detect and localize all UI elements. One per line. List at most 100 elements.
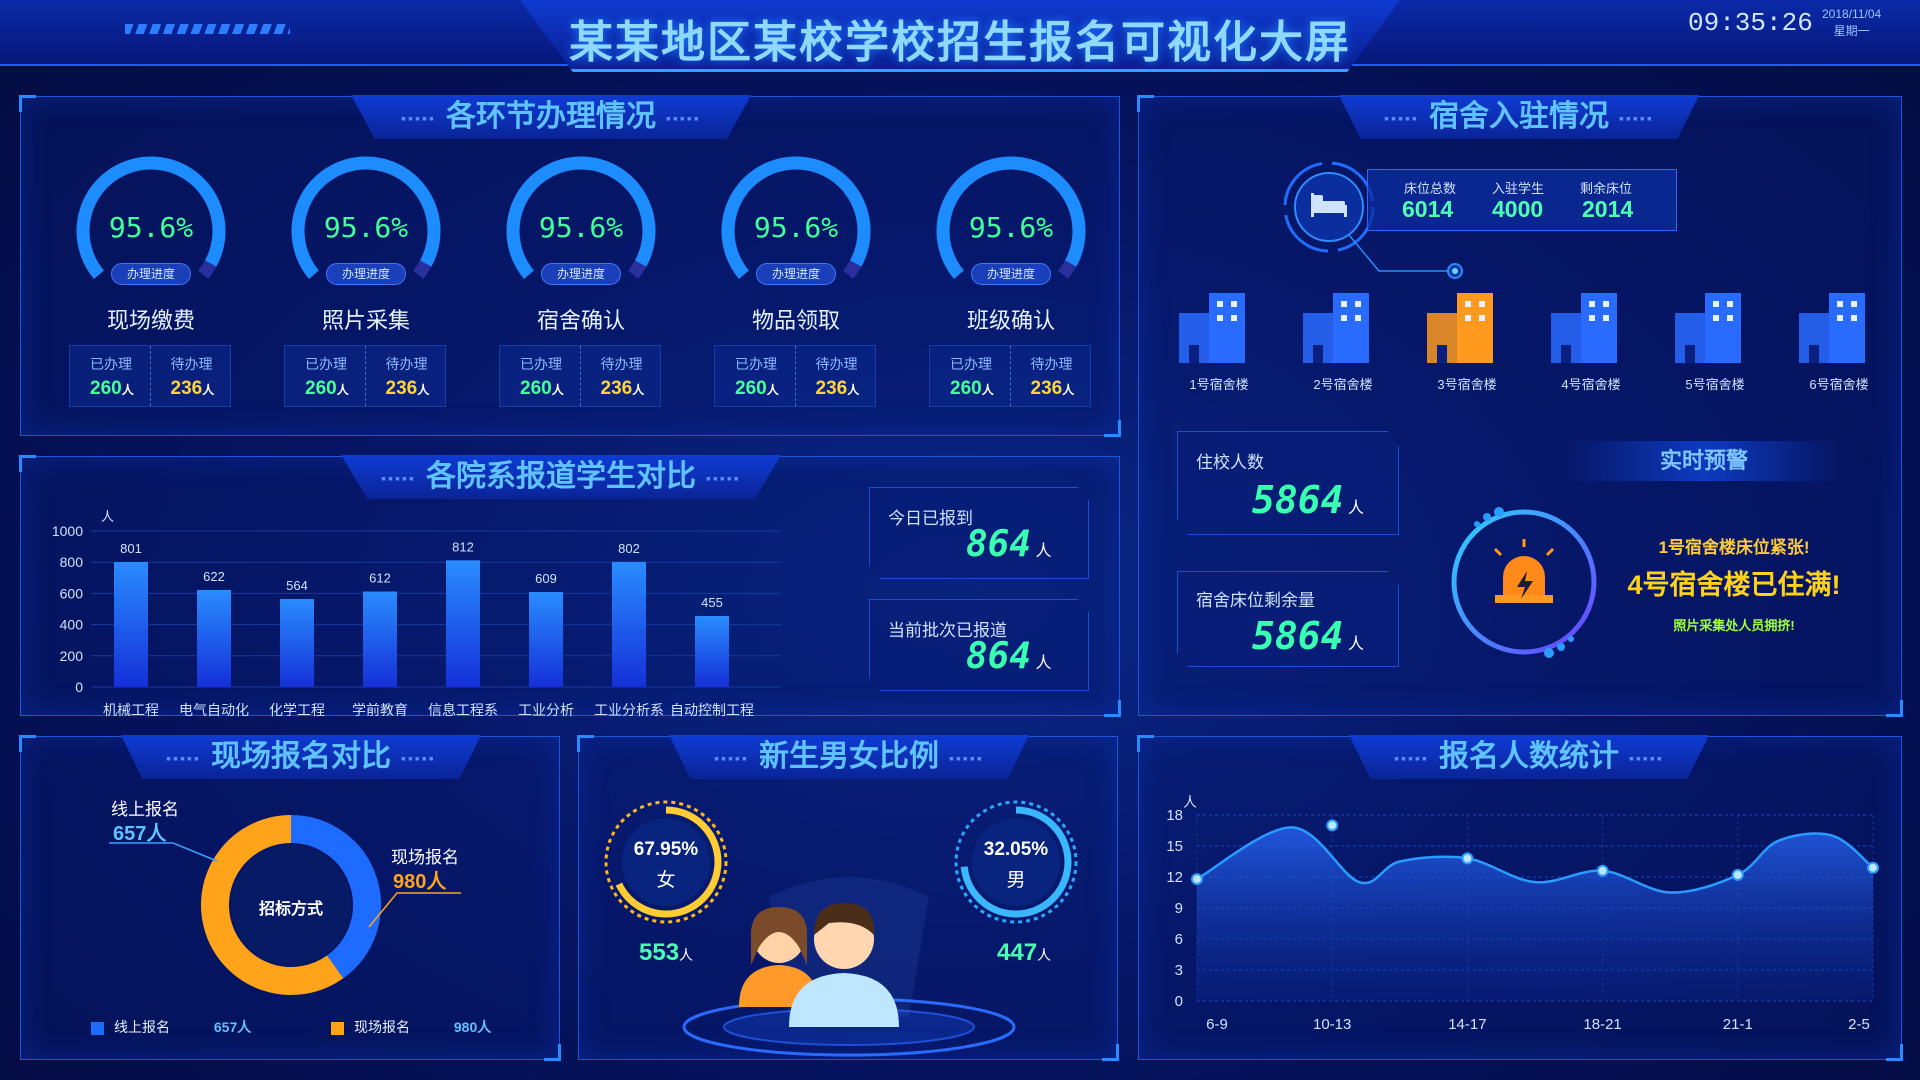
gauge-1: 95.6% 办理进度 现场缴费	[51, 153, 251, 303]
pending-cell: 待办理 236人	[365, 346, 446, 406]
header-decoration	[125, 24, 290, 34]
process-stat-box: 已办理 260人 待办理 236人	[284, 345, 446, 407]
x-tick-label: 14-17	[1448, 1016, 1486, 1033]
remain-beds-unit: 人	[1348, 636, 1364, 653]
page-title: 某某地区某校学校招生报名可视化大屏	[520, 6, 1400, 62]
building-icon	[1789, 287, 1889, 367]
process-panel-title: ▪▪▪▪▪ 各环节办理情况 ▪▪▪▪▪	[351, 95, 751, 139]
bar-value-label: 622	[203, 569, 225, 584]
done-value: 260	[90, 378, 122, 399]
beds-total-value: 6014	[1402, 196, 1453, 223]
x-tick-label: 学前教育	[352, 702, 408, 717]
date-block: 2018/11/04 星期一	[1822, 6, 1881, 40]
alert-message-3: 照片采集处人员拥挤!	[1609, 615, 1859, 634]
bar	[280, 599, 314, 687]
done-cell: 已办理 260人	[930, 346, 1010, 406]
process-stat-box: 已办理 260人 待办理 236人	[714, 345, 876, 407]
building-icon	[1169, 287, 1269, 367]
y-tick-label: 6	[1175, 931, 1183, 948]
batch-reported-value: 864	[966, 636, 1031, 677]
building-6: 6号宿舍楼	[1789, 287, 1889, 393]
x-tick-label: 18-21	[1583, 1016, 1621, 1033]
gauge-label: 现场缴费	[51, 303, 251, 335]
bar-value-label: 612	[369, 571, 391, 586]
onsite-panel: ▪▪▪▪▪ 现场报名对比 ▪▪▪▪▪ 线上报名 657人 现场报名 980人 招标方…	[20, 736, 560, 1060]
progress-pill: 办理进度	[756, 263, 836, 285]
pending-label: 待办理	[386, 354, 446, 374]
building-4: 4号宿舍楼	[1541, 287, 1641, 393]
bar	[197, 590, 231, 687]
beds-total-label: 床位总数	[1404, 178, 1456, 197]
remain-beds-label: 宿舍床位剩余量	[1196, 586, 1315, 611]
bar	[114, 562, 148, 687]
resident-card: 住校人数 5864 人	[1177, 431, 1399, 535]
y-tick-label: 3	[1175, 962, 1183, 979]
clock: 09:35:26	[1688, 8, 1813, 38]
x-tick-label: 自动控制工程	[670, 702, 754, 717]
gauge-label: 物品领取	[696, 303, 896, 335]
done-value: 260	[735, 378, 767, 399]
gauge-percent: 95.6%	[696, 211, 896, 244]
today-reported-label: 今日已报到	[888, 504, 973, 529]
pending-label: 待办理	[1031, 354, 1091, 374]
done-label: 已办理	[735, 354, 795, 374]
resident-label: 住校人数	[1196, 448, 1264, 473]
batch-reported-card: 当前批次已报道 864 人	[869, 599, 1089, 691]
alert-message-1: 1号宿舍楼床位紧张!	[1609, 533, 1859, 558]
gauge-label: 照片采集	[266, 303, 466, 335]
students-value: 4000	[1492, 196, 1543, 223]
building-label: 5号宿舍楼	[1665, 374, 1765, 393]
gauge-label: 宿舍确认	[481, 303, 681, 335]
done-cell: 已办理 260人	[285, 346, 365, 406]
building-label: 6号宿舍楼	[1789, 374, 1889, 393]
progress-pill: 办理进度	[326, 263, 406, 285]
pending-cell: 待办理 236人	[1010, 346, 1091, 406]
donut-center-label: 招标方式	[241, 895, 341, 919]
data-point	[1868, 863, 1878, 873]
dorm-panel-title: ▪▪▪▪▪ 宿舍入驻情况 ▪▪▪▪▪	[1339, 95, 1699, 139]
data-point	[1462, 853, 1472, 863]
bar-value-label: 455	[701, 595, 723, 610]
y-tick-label: 0	[75, 679, 83, 695]
bar-value-label: 802	[618, 541, 640, 556]
x-tick-label: 6-9	[1206, 1016, 1228, 1033]
progress-pill: 办理进度	[541, 263, 621, 285]
gauge-percent: 95.6%	[51, 211, 251, 244]
done-label: 已办理	[90, 354, 150, 374]
legend-onsite: 现场报名 980人	[331, 1017, 491, 1037]
gauge-percent: 95.6%	[911, 211, 1111, 244]
gender-panel: ▪▪▪▪▪ 新生男女比例 ▪▪▪▪▪ 67.95% 女 553人 32.05% 男 …	[578, 736, 1118, 1060]
done-cell: 已办理 260人	[70, 346, 150, 406]
bar-value-label: 812	[452, 539, 474, 554]
building-icon	[1293, 287, 1393, 367]
bar-value-label: 609	[535, 571, 557, 586]
pending-value: 236	[171, 378, 203, 399]
gender-panel-title: ▪▪▪▪▪ 新生男女比例 ▪▪▪▪▪	[669, 735, 1029, 779]
signup-panel: ▪▪▪▪▪ 报名人数统计 ▪▪▪▪▪ 人 0 3 6 9 12 15 18 6-9 10-13 14-1…	[1138, 736, 1902, 1060]
legend-online-value: 657人	[214, 1019, 251, 1035]
bar-value-label: 801	[120, 541, 142, 556]
bar	[612, 562, 646, 687]
done-cell: 已办理 260人	[500, 346, 580, 406]
data-point	[1327, 820, 1337, 830]
today-reported-card: 今日已报到 864 人	[869, 487, 1089, 579]
building-3: 3号宿舍楼	[1417, 287, 1517, 393]
gauge-2: 95.6% 办理进度 照片采集	[266, 153, 466, 303]
process-panel: ▪▪▪▪▪ 各环节办理情况 ▪▪▪▪▪ 95.6% 办理进度 现场缴费 已办理 260人…	[20, 96, 1120, 436]
data-point	[1192, 874, 1202, 884]
remaining-beds-value: 2014	[1582, 196, 1633, 223]
pending-value: 236	[386, 378, 418, 399]
resident-value: 5864	[1252, 478, 1344, 522]
y-axis-unit: 人	[101, 509, 114, 524]
pending-cell: 待办理 236人	[795, 346, 876, 406]
y-tick-label: 400	[60, 617, 84, 633]
process-stat-box: 已办理 260人 待办理 236人	[929, 345, 1091, 407]
legend-onsite-swatch	[331, 1022, 344, 1035]
bar	[529, 592, 563, 687]
x-tick-label: 工业分析系	[594, 702, 664, 717]
weekday-text: 星期一	[1822, 23, 1881, 40]
data-point	[1598, 866, 1608, 876]
remain-beds-card: 宿舍床位剩余量 5864 人	[1177, 571, 1399, 667]
y-tick-label: 800	[60, 554, 84, 570]
area-fill	[1197, 827, 1873, 1001]
